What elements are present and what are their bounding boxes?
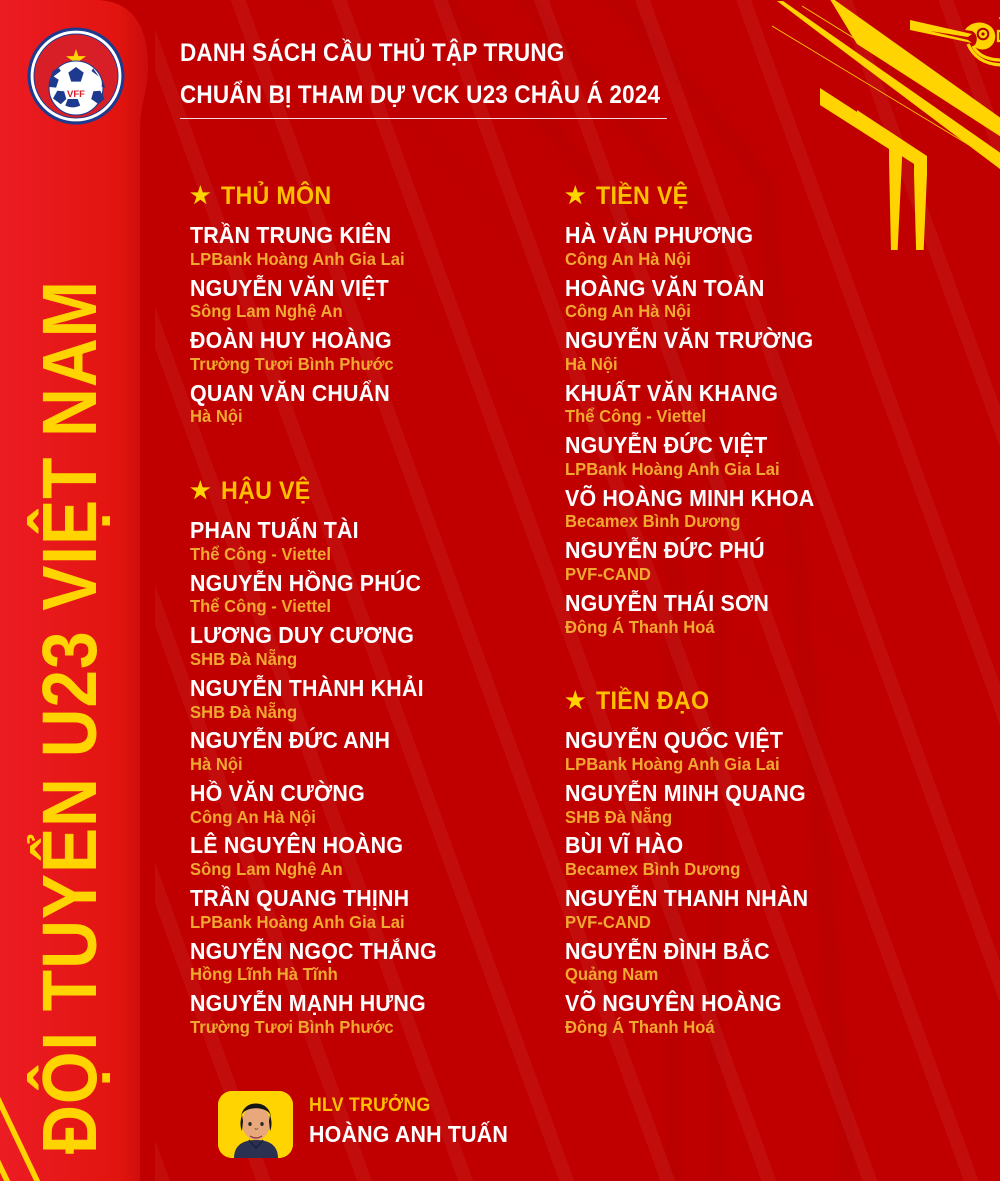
svg-text:VFF: VFF	[67, 89, 85, 100]
